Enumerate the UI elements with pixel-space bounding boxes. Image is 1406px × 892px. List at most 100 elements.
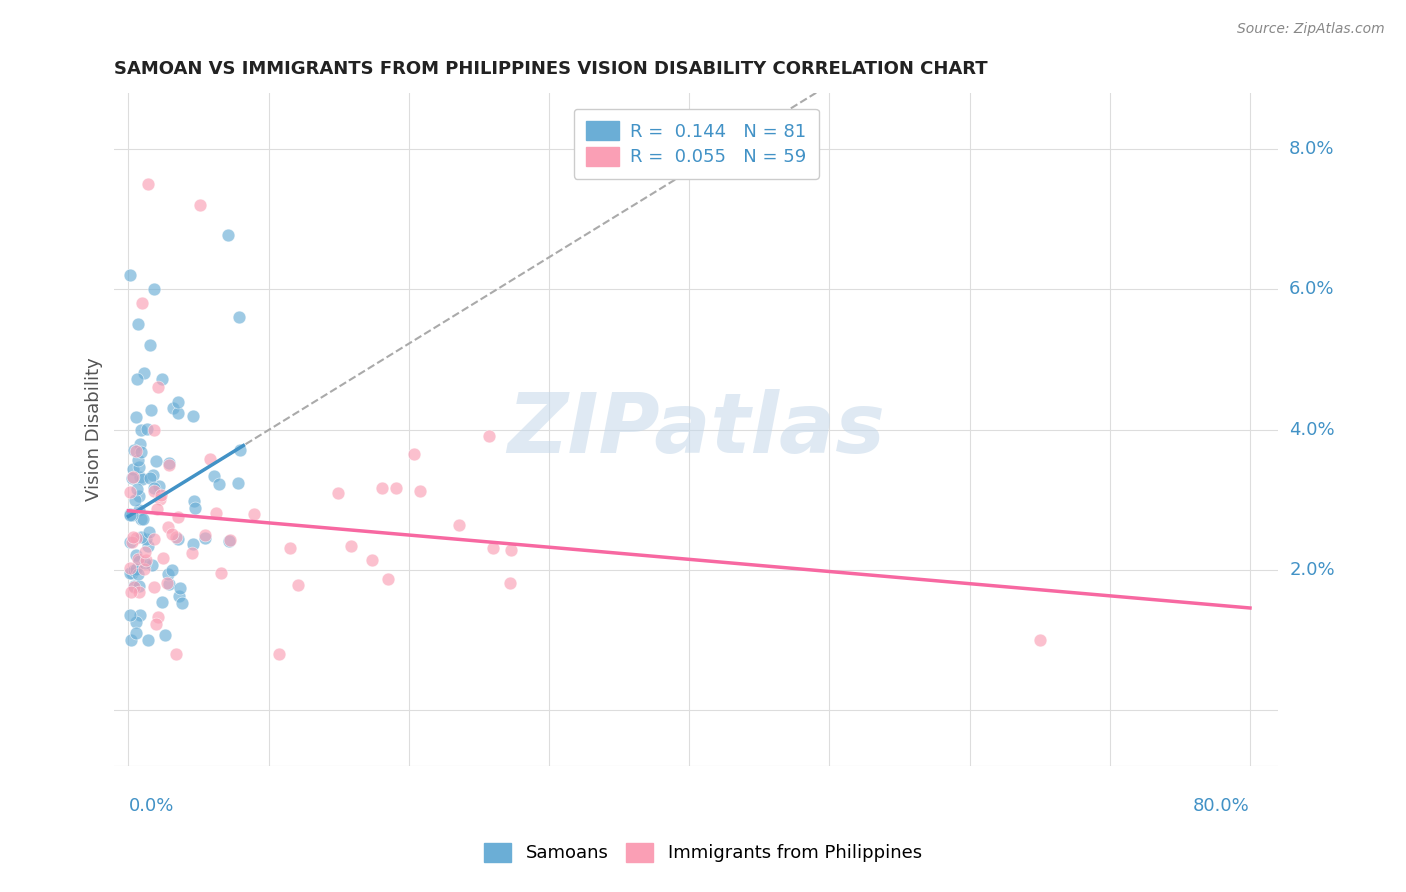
Text: SAMOAN VS IMMIGRANTS FROM PHILIPPINES VISION DISABILITY CORRELATION CHART: SAMOAN VS IMMIGRANTS FROM PHILIPPINES VI… [114, 60, 988, 78]
Point [121, 566, 143, 581]
Legend: R =  0.144   N = 81, R =  0.055   N = 59: R = 0.144 N = 81, R = 0.055 N = 59 [574, 109, 818, 179]
Point [139, 471, 162, 485]
Point [184, 501, 207, 516]
Point [148, 479, 170, 493]
Text: 6.0%: 6.0% [1289, 280, 1334, 298]
Point [482, 541, 505, 555]
Point [129, 436, 152, 450]
Text: 0.0%: 0.0% [128, 797, 174, 814]
Point [267, 647, 290, 661]
Point [129, 530, 152, 544]
Point [138, 525, 160, 540]
Point [142, 468, 165, 483]
Point [118, 535, 141, 549]
Point [131, 296, 153, 310]
Point [156, 520, 179, 534]
Point [120, 608, 142, 623]
Point [122, 442, 145, 457]
Point [139, 338, 162, 352]
Point [371, 481, 394, 495]
Point [194, 531, 217, 545]
Point [127, 482, 149, 496]
Point [153, 628, 176, 642]
Point [128, 608, 150, 623]
Point [165, 647, 187, 661]
Point [478, 429, 501, 443]
Point [136, 177, 159, 191]
Point [157, 456, 180, 470]
Point [124, 492, 146, 507]
Point [138, 632, 160, 647]
Point [127, 372, 149, 386]
Point [125, 443, 148, 458]
Point [127, 566, 149, 581]
Point [142, 580, 165, 594]
Text: ZIPatlas: ZIPatlas [508, 389, 886, 470]
Point [132, 561, 155, 575]
Point [143, 481, 166, 495]
Point [127, 318, 149, 332]
Point [499, 575, 522, 590]
Point [145, 616, 167, 631]
Point [149, 488, 172, 502]
Point [121, 508, 143, 522]
Point [1028, 632, 1050, 647]
Point [121, 462, 143, 476]
Point [150, 372, 173, 386]
Point [360, 552, 382, 566]
Point [146, 501, 169, 516]
Point [150, 594, 173, 608]
Point [131, 472, 153, 486]
Point [194, 528, 217, 542]
Point [165, 530, 187, 544]
Point [156, 575, 179, 590]
Point [402, 446, 425, 460]
Point [180, 546, 202, 560]
Point [167, 395, 190, 409]
Point [162, 401, 184, 416]
Point [167, 589, 190, 603]
Point [200, 451, 222, 466]
Point [127, 552, 149, 566]
Point [141, 558, 163, 573]
Point [129, 470, 152, 484]
Text: 80.0%: 80.0% [1194, 797, 1250, 814]
Point [228, 310, 250, 324]
Point [409, 483, 432, 498]
Point [135, 553, 157, 567]
Point [125, 531, 148, 545]
Point [278, 541, 301, 556]
Point [385, 481, 408, 495]
Point [449, 518, 471, 533]
Point [188, 198, 211, 212]
Point [226, 476, 249, 491]
Point [135, 532, 157, 546]
Y-axis label: Vision Disability: Vision Disability [86, 358, 103, 501]
Point [181, 537, 204, 551]
Point [142, 423, 165, 437]
Point [167, 406, 190, 420]
Point [141, 402, 163, 417]
Point [120, 485, 142, 500]
Point [122, 580, 145, 594]
Point [166, 532, 188, 546]
Point [218, 533, 240, 548]
Point [287, 578, 309, 592]
Point [148, 610, 170, 624]
Point [181, 409, 204, 423]
Point [160, 563, 183, 577]
Legend: Samoans, Immigrants from Philippines: Samoans, Immigrants from Philippines [477, 836, 929, 870]
Point [122, 563, 145, 577]
Point [128, 489, 150, 503]
Point [202, 469, 225, 483]
Text: 4.0%: 4.0% [1289, 420, 1334, 439]
Text: 8.0%: 8.0% [1289, 140, 1334, 158]
Point [121, 535, 143, 549]
Point [120, 585, 142, 599]
Point [146, 380, 169, 394]
Point [142, 282, 165, 296]
Point [128, 578, 150, 592]
Point [149, 491, 172, 506]
Point [136, 422, 159, 436]
Point [122, 579, 145, 593]
